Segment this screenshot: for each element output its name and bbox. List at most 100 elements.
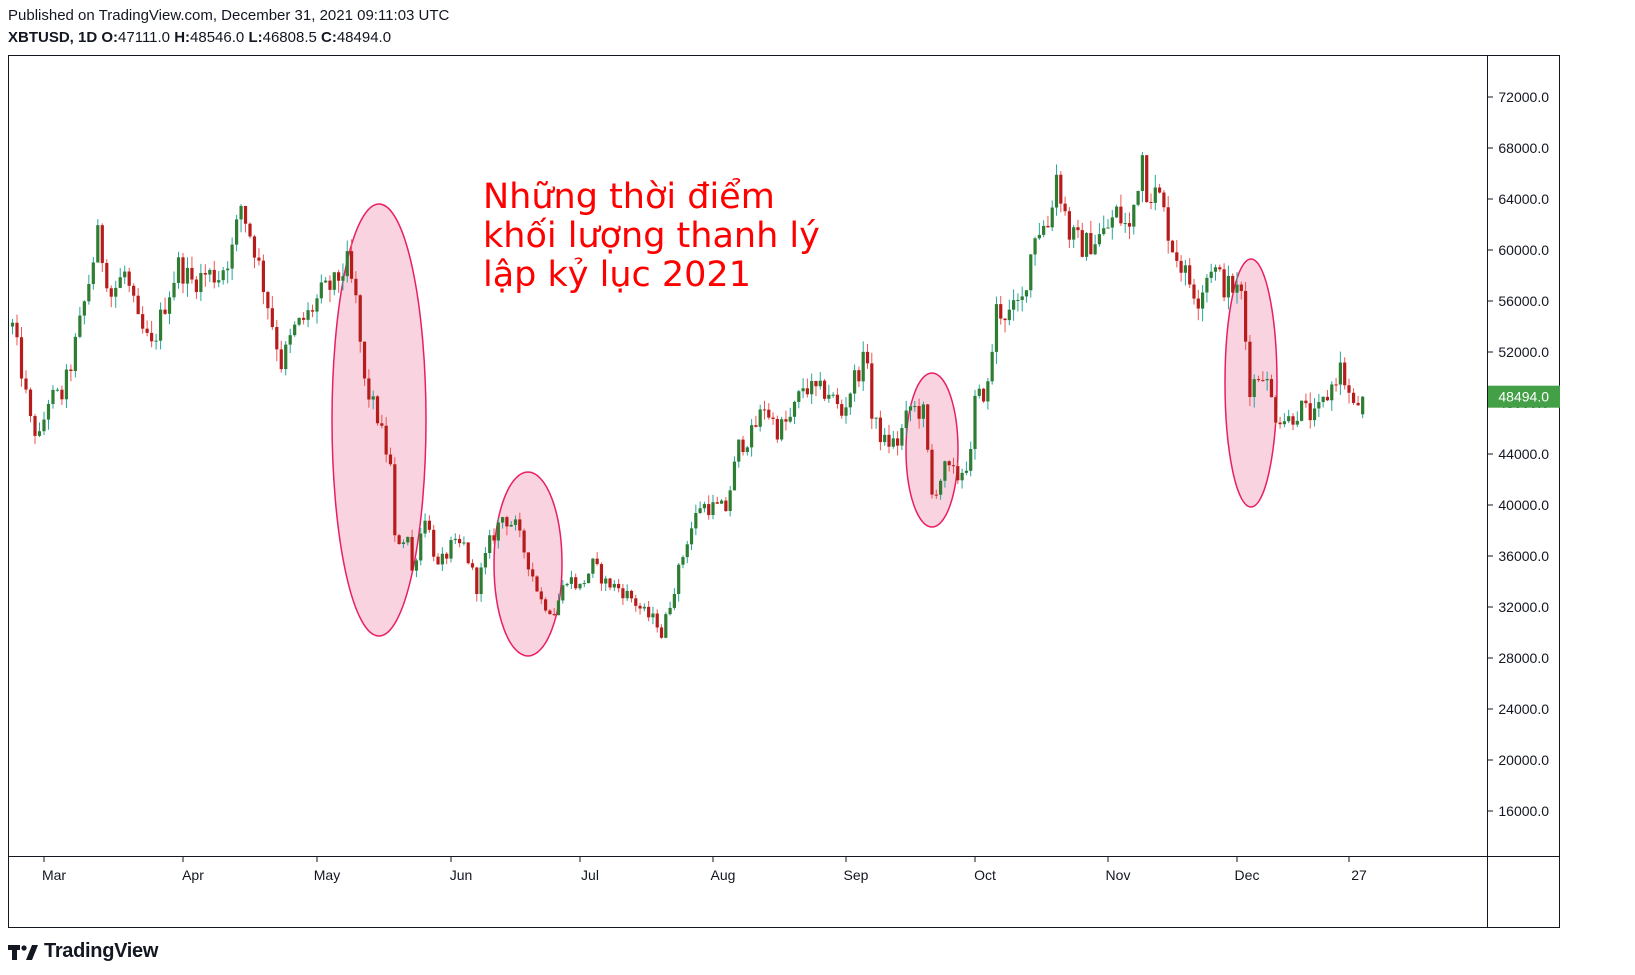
candle-body [921,404,925,419]
candle-body [599,564,604,584]
candle-body [642,606,646,609]
candle-body [341,276,345,281]
candle-body [634,598,638,606]
candle-body [132,285,136,296]
candle-body [951,465,956,467]
candle-body [488,535,492,554]
candle-body [239,205,243,220]
candle-body [625,590,629,599]
footer-brand-text: TradingView [44,940,159,962]
candle-body [1024,290,1029,297]
candle-body [1072,227,1076,240]
candle-body [458,538,462,544]
candle-body [37,431,42,436]
candle-body [659,627,664,638]
candle-body [203,272,207,275]
candle-body [414,560,419,571]
candle-body [891,438,895,447]
candle-body [114,287,118,297]
candle-body [1201,292,1205,309]
candle-body [453,538,457,541]
candle-body [1033,238,1037,255]
candle-body [638,605,642,609]
candle-body [423,520,427,534]
candle-body [410,536,414,571]
candle-body [831,394,835,396]
candle-body [1016,299,1020,301]
candle-body [1084,233,1089,257]
open-value: 47111.0 [118,29,171,46]
candle-body [1347,385,1351,393]
candle-body [900,428,904,446]
candle-body [1080,230,1084,257]
candle-body [741,439,745,453]
candle-body [608,578,612,588]
candle-body [767,409,771,418]
candle-body [176,257,181,283]
candle-body [917,406,921,419]
candle-body [1179,260,1183,273]
candle-body [371,396,375,400]
candle-body [384,425,388,455]
candle-body [621,588,625,599]
candle-body [904,410,908,429]
candle-body [1209,271,1213,278]
x-tick-label: Apr [182,867,204,883]
candle-body [306,310,310,320]
candle-body [82,301,86,316]
candle-body [840,404,844,416]
footer-brand[interactable]: TradingView [8,940,158,963]
candle-body [78,315,82,337]
candle-body [762,409,767,411]
candle-body [810,381,814,395]
candle-body [406,536,410,543]
candle-body [1361,396,1365,415]
candle-body [784,419,788,422]
candle-body [440,553,444,565]
candle-body [1338,362,1342,385]
x-tick-label: May [314,867,340,883]
candle-body [943,461,947,481]
candle-body [595,558,599,565]
candle-body [724,500,728,512]
candle-body [822,380,827,399]
candle-body [319,282,323,299]
candle-body [1153,187,1157,203]
candle-body [990,351,994,382]
open-label: O: [101,29,119,46]
candle-body [1269,379,1274,398]
candle-body [1334,384,1338,386]
candle-body [857,370,861,382]
candle-body [754,425,758,427]
candle-body [1145,155,1149,202]
candle-body [685,544,689,558]
candle-body [483,553,487,568]
candle-body [150,332,154,342]
candle-body [432,529,436,557]
candle-body [60,389,64,400]
x-tick-label: Jul [581,867,599,883]
candle-body [664,614,668,638]
candle-body [1042,225,1046,235]
y-tick-label: 60000.0 [1498,242,1549,258]
candle-body [248,223,252,237]
last-price-label: 48494.0 [1498,389,1549,405]
candle-body [185,267,190,284]
candle-body [1304,400,1308,404]
candle-body [1295,420,1299,425]
candle-body [960,472,964,481]
candle-body [574,577,578,589]
candle-body [337,272,341,281]
candle-body [1097,234,1102,245]
candle-body [569,577,573,584]
candle-body [1235,284,1239,293]
candle-body [1050,207,1054,228]
candle-body [55,389,60,391]
candle-body [677,564,681,594]
candle-body [293,324,297,336]
candle-body [212,269,216,283]
candle-body [136,295,140,315]
candle-body [279,349,283,370]
candle-body [270,308,274,328]
